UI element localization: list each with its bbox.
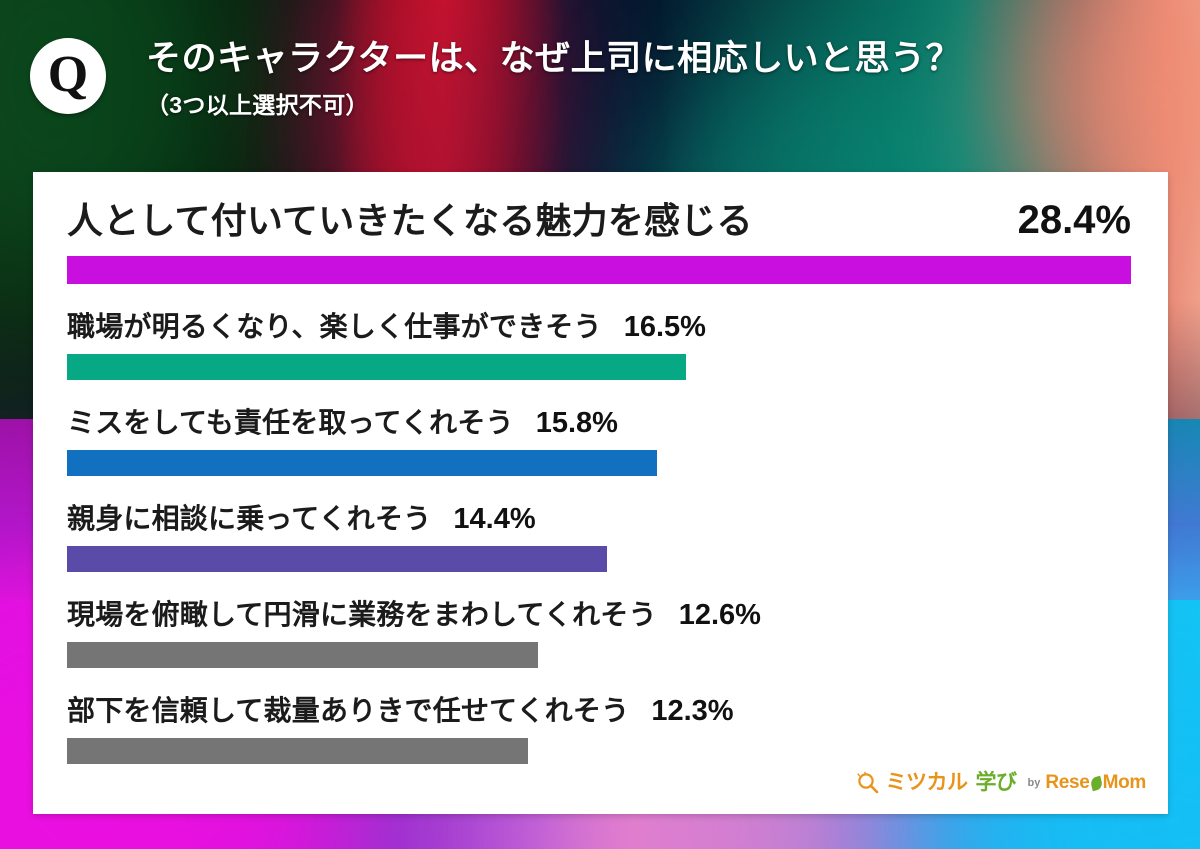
bar-row: 親身に相談に乗ってくれそう 14.4% — [67, 498, 1135, 572]
bar-label: 現場を俯瞰して円滑に業務をまわしてくれそう — [67, 599, 657, 630]
logo-text-resemom: Rese Mom — [1045, 771, 1146, 795]
bar-row-header: ミスをしても責任を取ってくれそう 15.8% — [67, 402, 1135, 444]
bar-track — [67, 642, 1135, 668]
chart-card: 人として付いていきたくなる魅力を感じる 28.4% 職場が明るくなり、楽しく仕事… — [33, 172, 1168, 814]
bar-fill — [67, 256, 1131, 284]
bar-fill — [67, 354, 686, 380]
header: Q そのキャラクターは、なぜ上司に相応しいと思う？ （3つ以上選択不可） — [0, 0, 1200, 170]
bar-track — [67, 546, 1135, 572]
logo-text-manabi: 学び — [975, 771, 1017, 794]
q-circle-icon: Q — [30, 38, 106, 114]
bar-label: 部下を信頼して裁量ありきで任せてくれそう — [67, 695, 630, 726]
logo-brand-pre: Rese — [1045, 772, 1090, 793]
logo-brand-post: Mom — [1102, 772, 1147, 793]
q-badge-letter: Q — [47, 46, 89, 103]
bar-value: 12.6% — [678, 599, 761, 631]
bar-row-header: 部下を信頼して裁量ありきで任せてくれそう 12.3% — [67, 690, 1135, 732]
bar-row: 職場が明るくなり、楽しく仕事ができそう 16.5% — [67, 306, 1135, 380]
page-title: そのキャラクターは、なぜ上司に相応しいと思う？ — [146, 39, 962, 78]
bar-row-header: 職場が明るくなり、楽しく仕事ができそう 16.5% — [67, 306, 1135, 348]
bar-value: 12.3% — [651, 695, 734, 727]
bar-row-header: 現場を俯瞰して円滑に業務をまわしてくれそう 12.6% — [67, 594, 1135, 636]
bar-row: ミスをしても責任を取ってくれそう 15.8% — [67, 402, 1135, 476]
bar-value: 15.8% — [535, 407, 618, 439]
logo-text-mitsukaru: ミツカル — [885, 771, 968, 794]
bar-label: ミスをしても責任を取ってくれそう — [67, 407, 514, 438]
bar-label: 職場が明るくなり、楽しく仕事ができそう — [67, 311, 602, 342]
logo-text-by: by — [1027, 777, 1041, 789]
bar-fill — [67, 450, 657, 476]
magnifier-icon — [857, 771, 879, 794]
bar-row-header: 親身に相談に乗ってくれそう 14.4% — [67, 498, 1135, 540]
bar-track — [67, 256, 1135, 284]
page-subtitle: （3つ以上選択不可） — [146, 92, 369, 118]
bar-label: 親身に相談に乗ってくれそう — [67, 503, 432, 534]
bar-fill — [67, 546, 607, 572]
bar-value: 28.4% — [1017, 198, 1131, 242]
bar-label: 人として付いていきたくなる魅力を感じる — [67, 200, 753, 241]
bar-chart: 人として付いていきたくなる魅力を感じる 28.4% 職場が明るくなり、楽しく仕事… — [67, 192, 1135, 764]
bar-track — [67, 354, 1135, 380]
brand-logo: ミツカル 学び by Rese Mom — [856, 768, 1146, 798]
bar-row: 現場を俯瞰して円滑に業務をまわしてくれそう 12.6% — [67, 594, 1135, 668]
title-block: そのキャラクターは、なぜ上司に相応しいと思う？ （3つ以上選択不可） — [146, 36, 1176, 120]
leaf-icon — [1089, 775, 1104, 791]
bar-row: 部下を信頼して裁量ありきで任せてくれそう 12.3% — [67, 690, 1135, 764]
bar-fill — [67, 642, 538, 668]
bar-value: 14.4% — [453, 503, 536, 535]
bar-track — [67, 738, 1135, 764]
bar-track — [67, 450, 1135, 476]
bar-row: 人として付いていきたくなる魅力を感じる 28.4% — [67, 192, 1135, 284]
bar-value: 16.5% — [623, 311, 706, 343]
bar-row-header: 人として付いていきたくなる魅力を感じる 28.4% — [67, 192, 1135, 248]
bar-fill — [67, 738, 528, 764]
